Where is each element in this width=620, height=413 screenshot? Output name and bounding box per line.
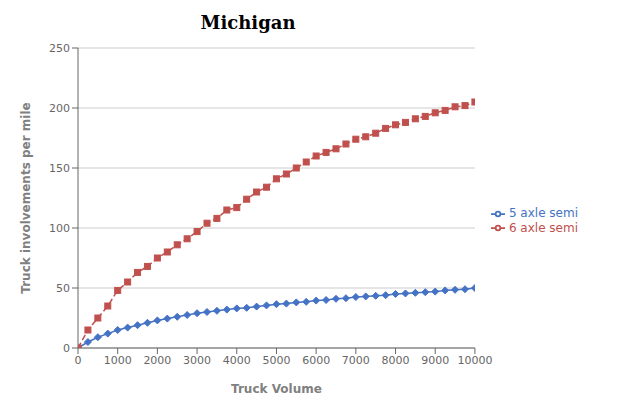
svg-text:9000: 9000 bbox=[421, 354, 449, 367]
html-text:5 axle semi: 5 axle semi bbox=[508, 206, 578, 220]
svg-text:0: 0 bbox=[75, 354, 82, 367]
svg-text:10000: 10000 bbox=[457, 354, 492, 367]
svg-text:4000: 4000 bbox=[223, 354, 251, 367]
svg-text:Truck Volume: Truck Volume bbox=[231, 382, 322, 396]
html-text:6 axle semi: 6 axle semi bbox=[508, 220, 578, 235]
svg-text:150: 150 bbox=[49, 162, 70, 175]
svg-text:6000: 6000 bbox=[302, 354, 330, 367]
svg-text:50: 50 bbox=[56, 282, 70, 295]
svg-text:200: 200 bbox=[49, 102, 70, 115]
svg-text:3000: 3000 bbox=[183, 354, 211, 367]
svg-text:8000: 8000 bbox=[382, 354, 410, 367]
svg-text:7000: 7000 bbox=[342, 354, 370, 367]
svg-text:2000: 2000 bbox=[143, 354, 171, 367]
svg-text:0: 0 bbox=[63, 342, 70, 355]
svg-text:5000: 5000 bbox=[262, 354, 290, 367]
html-text:Michigan: Michigan bbox=[200, 12, 296, 33]
svg-text:100: 100 bbox=[49, 222, 70, 235]
svg-text:Truck involvements per mile: Truck involvements per mile bbox=[19, 102, 33, 293]
svg-text:250: 250 bbox=[49, 42, 70, 55]
svg-text:1000: 1000 bbox=[104, 354, 132, 367]
